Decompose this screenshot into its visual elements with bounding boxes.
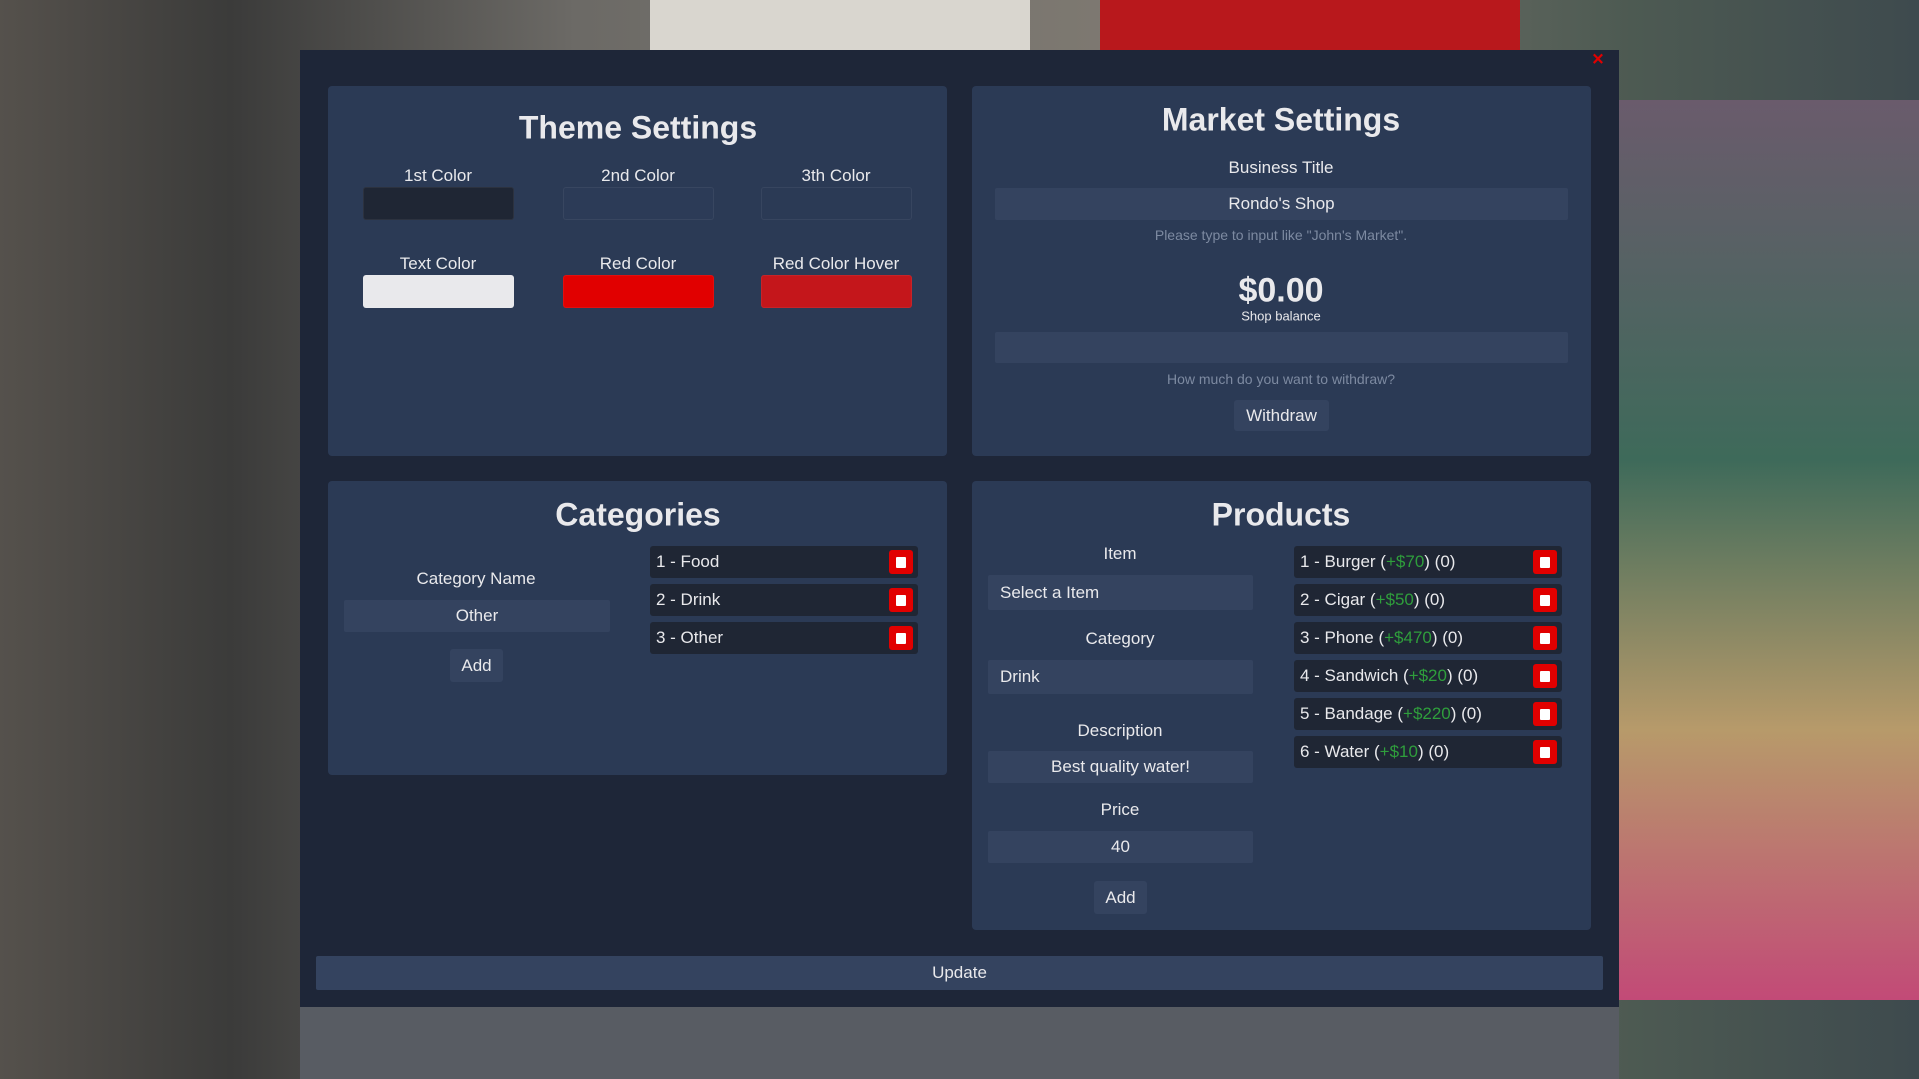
category-row: 1 - Food — [650, 546, 918, 578]
text-input[interactable]: 40 — [988, 831, 1253, 863]
color-swatch[interactable] — [761, 275, 912, 308]
delete-button[interactable] — [889, 588, 913, 612]
delete-button[interactable] — [889, 550, 913, 574]
delete-button[interactable] — [1533, 588, 1557, 612]
product-price: +$20 — [1408, 666, 1447, 685]
add-button[interactable]: Add — [450, 649, 503, 682]
bg-floor — [300, 1007, 1619, 1079]
product-price: +$70 — [1385, 552, 1425, 571]
color-label: Red Color Hover — [772, 254, 900, 273]
product-count: ) (0) — [1413, 590, 1446, 609]
text-input[interactable]: Rondo's Shop — [995, 188, 1568, 220]
text-input[interactable]: Best quality water! — [988, 751, 1253, 783]
bg-sign — [650, 0, 1030, 50]
select[interactable]: Drink — [988, 660, 1253, 694]
product-row: 1 - Burger (+$70) (0) — [1294, 546, 1562, 578]
product-price: +$50 — [1375, 590, 1414, 609]
balance-label: Shop balance — [1241, 308, 1321, 324]
delete-button[interactable] — [1533, 702, 1557, 726]
product-row: 4 - Sandwich (+$20) (0) — [1294, 660, 1562, 692]
product-name: 4 - Sandwich ( — [1300, 666, 1409, 685]
product-price: +$470 — [1384, 628, 1432, 647]
color-label: Text Color — [399, 254, 477, 273]
delete-button[interactable] — [1533, 550, 1557, 574]
product-name: 5 - Bandage ( — [1300, 704, 1404, 723]
product-count: ) (0) — [1424, 552, 1456, 571]
theme-panel — [328, 86, 947, 456]
product-row: 5 - Bandage (+$220) (0) — [1294, 698, 1562, 730]
field-label: Item — [1103, 544, 1137, 563]
field-label: Description — [1077, 721, 1163, 740]
color-swatch[interactable] — [363, 275, 514, 308]
bg-shelf — [1619, 100, 1919, 1000]
product-row: 3 - Phone (+$470) (0) — [1294, 622, 1562, 654]
withdraw-button[interactable]: Withdraw — [1234, 400, 1329, 431]
select[interactable]: Select a Item — [988, 575, 1253, 610]
color-label: 1st Color — [403, 166, 473, 185]
close-button[interactable]: × — [1592, 48, 1604, 71]
product-name: 2 - Cigar ( — [1300, 590, 1376, 609]
field-label: Price — [1100, 800, 1140, 819]
field-label: Business Title — [1228, 158, 1334, 177]
color-swatch[interactable] — [563, 187, 714, 220]
category-row: 3 - Other — [650, 622, 918, 654]
product-price: +$220 — [1403, 704, 1451, 723]
product-name: 1 - Burger ( — [1300, 552, 1386, 571]
delete-button[interactable] — [1533, 664, 1557, 688]
color-swatch[interactable] — [761, 187, 912, 220]
product-count: ) (0) — [1417, 742, 1450, 761]
color-label: 3th Color — [801, 166, 871, 185]
field-label: Category Name — [416, 569, 536, 588]
field-label: Category — [1085, 629, 1155, 648]
color-swatch[interactable] — [563, 275, 714, 308]
panel-title: Theme Settings — [518, 109, 758, 146]
product-name: 3 - Phone ( — [1300, 628, 1385, 647]
balance: $0.00 — [1238, 271, 1324, 310]
product-row: 2 - Cigar (+$50) (0) — [1294, 584, 1562, 616]
bg-sign — [1100, 0, 1520, 50]
add-button[interactable]: Add — [1094, 881, 1147, 914]
category-row: 2 - Drink — [650, 584, 918, 616]
delete-button[interactable] — [1533, 740, 1557, 764]
panel-title: Market Settings — [1161, 101, 1401, 138]
product-count: ) (0) — [1431, 628, 1464, 647]
market-panel — [972, 86, 1591, 456]
color-label: 2nd Color — [601, 166, 675, 185]
hint: Please type to input like "John's Market… — [1154, 227, 1408, 243]
panel-title: Categories — [555, 496, 721, 533]
update-button[interactable]: Update — [316, 956, 1603, 990]
color-swatch[interactable] — [363, 187, 514, 220]
product-name: 6 - Water ( — [1300, 742, 1380, 761]
delete-button[interactable] — [1533, 626, 1557, 650]
color-label: Red Color — [599, 254, 677, 273]
withdraw-input[interactable] — [995, 332, 1568, 363]
text-input[interactable]: Other — [344, 600, 610, 632]
product-row: 6 - Water (+$10) (0) — [1294, 736, 1562, 768]
product-price: +$10 — [1379, 742, 1418, 761]
product-count: ) (0) — [1450, 704, 1482, 723]
delete-button[interactable] — [889, 626, 913, 650]
product-count: ) (0) — [1446, 666, 1479, 685]
panel-title: Products — [1211, 496, 1351, 533]
hint: How much do you want to withdraw? — [1167, 371, 1395, 387]
